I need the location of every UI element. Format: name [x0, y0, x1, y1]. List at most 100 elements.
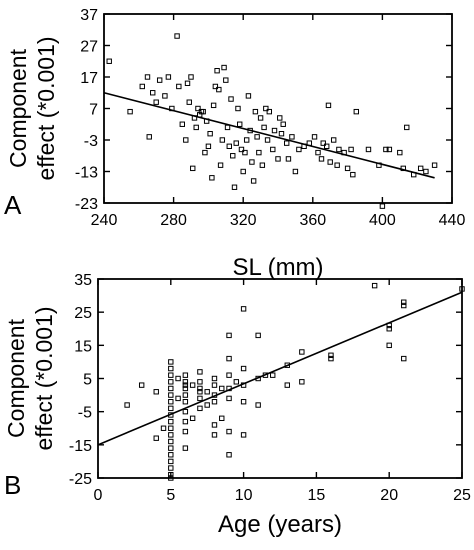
y-tick-label: -3 [84, 133, 98, 150]
data-point [219, 137, 226, 143]
data-point [182, 385, 189, 392]
y-tick-label: 35 [74, 272, 92, 289]
data-point [292, 168, 299, 175]
data-point [168, 475, 174, 481]
x-tick-label: 20 [380, 487, 398, 504]
panel-a-y-axis-label-line-1: Component [5, 48, 31, 168]
data-point [386, 146, 393, 153]
data-point [184, 80, 191, 86]
data-point [168, 438, 174, 445]
x-tick-label: 280 [160, 212, 187, 229]
data-point [179, 121, 186, 127]
data-point [397, 149, 403, 156]
data-point [240, 399, 247, 405]
data-point [237, 121, 243, 127]
data-point [245, 93, 252, 99]
data-point [168, 452, 174, 458]
data-point [242, 149, 248, 156]
data-point [233, 140, 239, 146]
data-point [263, 105, 269, 112]
x-tick-label: 440 [439, 212, 466, 229]
panel-b-x-axis-label: Age (years) [218, 511, 342, 538]
data-point [334, 162, 340, 168]
panel-b-plot-frame [97, 278, 463, 479]
data-point [146, 134, 152, 140]
data-point [344, 165, 351, 172]
data-point [186, 99, 192, 105]
data-point [156, 77, 163, 83]
data-point [150, 90, 156, 96]
data-point [266, 108, 273, 115]
data-point [153, 99, 159, 105]
data-point [168, 379, 174, 385]
data-point [278, 131, 285, 137]
data-point [238, 146, 245, 153]
data-point [168, 471, 174, 478]
data-point [231, 184, 238, 190]
data-point [226, 355, 232, 362]
data-point [182, 399, 189, 405]
data-point [401, 302, 407, 309]
data-point [182, 372, 189, 378]
data-point [211, 432, 218, 438]
data-point [240, 306, 247, 312]
data-point [296, 146, 302, 153]
data-point [124, 402, 130, 408]
data-point [240, 168, 246, 175]
data-point [204, 402, 210, 408]
data-point [182, 445, 189, 451]
data-point [138, 382, 145, 388]
data-point [379, 203, 386, 209]
data-point [311, 134, 318, 140]
data-point [348, 146, 354, 153]
data-point [168, 392, 174, 398]
data-point [205, 143, 212, 150]
data-point [176, 83, 182, 90]
data-point [256, 149, 262, 156]
panel-a-label: A [4, 190, 22, 220]
data-point [243, 137, 250, 143]
data-point [328, 355, 334, 362]
panel-b-y-axis: 35 25 15 5 -5 -15 -25 [69, 272, 462, 488]
data-point [289, 134, 295, 140]
data-point [299, 379, 305, 385]
data-point [174, 33, 180, 39]
x-tick-label: 0 [94, 487, 103, 504]
panel-b-x-axis: 0 5 10 15 20 25 [94, 279, 471, 504]
y-tick-label: 17 [80, 70, 98, 87]
x-tick-label: 400 [369, 212, 396, 229]
data-point [431, 162, 438, 168]
data-point [197, 379, 203, 385]
data-point [223, 77, 229, 83]
panel-b: 35 25 15 5 -5 -15 -25 0 5 10 15 20 25 Age (years) C… [3, 272, 471, 538]
data-point [211, 382, 218, 388]
data-point [228, 96, 234, 102]
data-point [216, 86, 222, 93]
x-tick-label: 240 [91, 212, 118, 229]
data-point [182, 408, 189, 415]
data-point [423, 168, 429, 175]
data-point [182, 392, 189, 398]
panel-a-regression-line [103, 91, 435, 179]
data-point [214, 68, 220, 74]
data-point [197, 369, 203, 375]
data-point [188, 74, 194, 80]
data-point [200, 108, 206, 115]
data-point [324, 143, 330, 150]
data-point [401, 299, 407, 305]
panel-b-y-axis-label-line-2: effect (*0.001) [31, 306, 57, 450]
data-point [280, 121, 286, 127]
y-tick-label: -15 [69, 438, 92, 455]
data-point [168, 465, 174, 471]
data-point [182, 418, 189, 425]
data-point [249, 159, 255, 165]
data-point [168, 399, 174, 405]
data-point [168, 365, 174, 372]
data-point [240, 432, 247, 438]
data-point [195, 105, 201, 112]
data-point [226, 372, 232, 378]
data-point [211, 422, 218, 428]
data-point [320, 140, 326, 146]
data-point [270, 146, 276, 153]
data-point [417, 165, 424, 172]
